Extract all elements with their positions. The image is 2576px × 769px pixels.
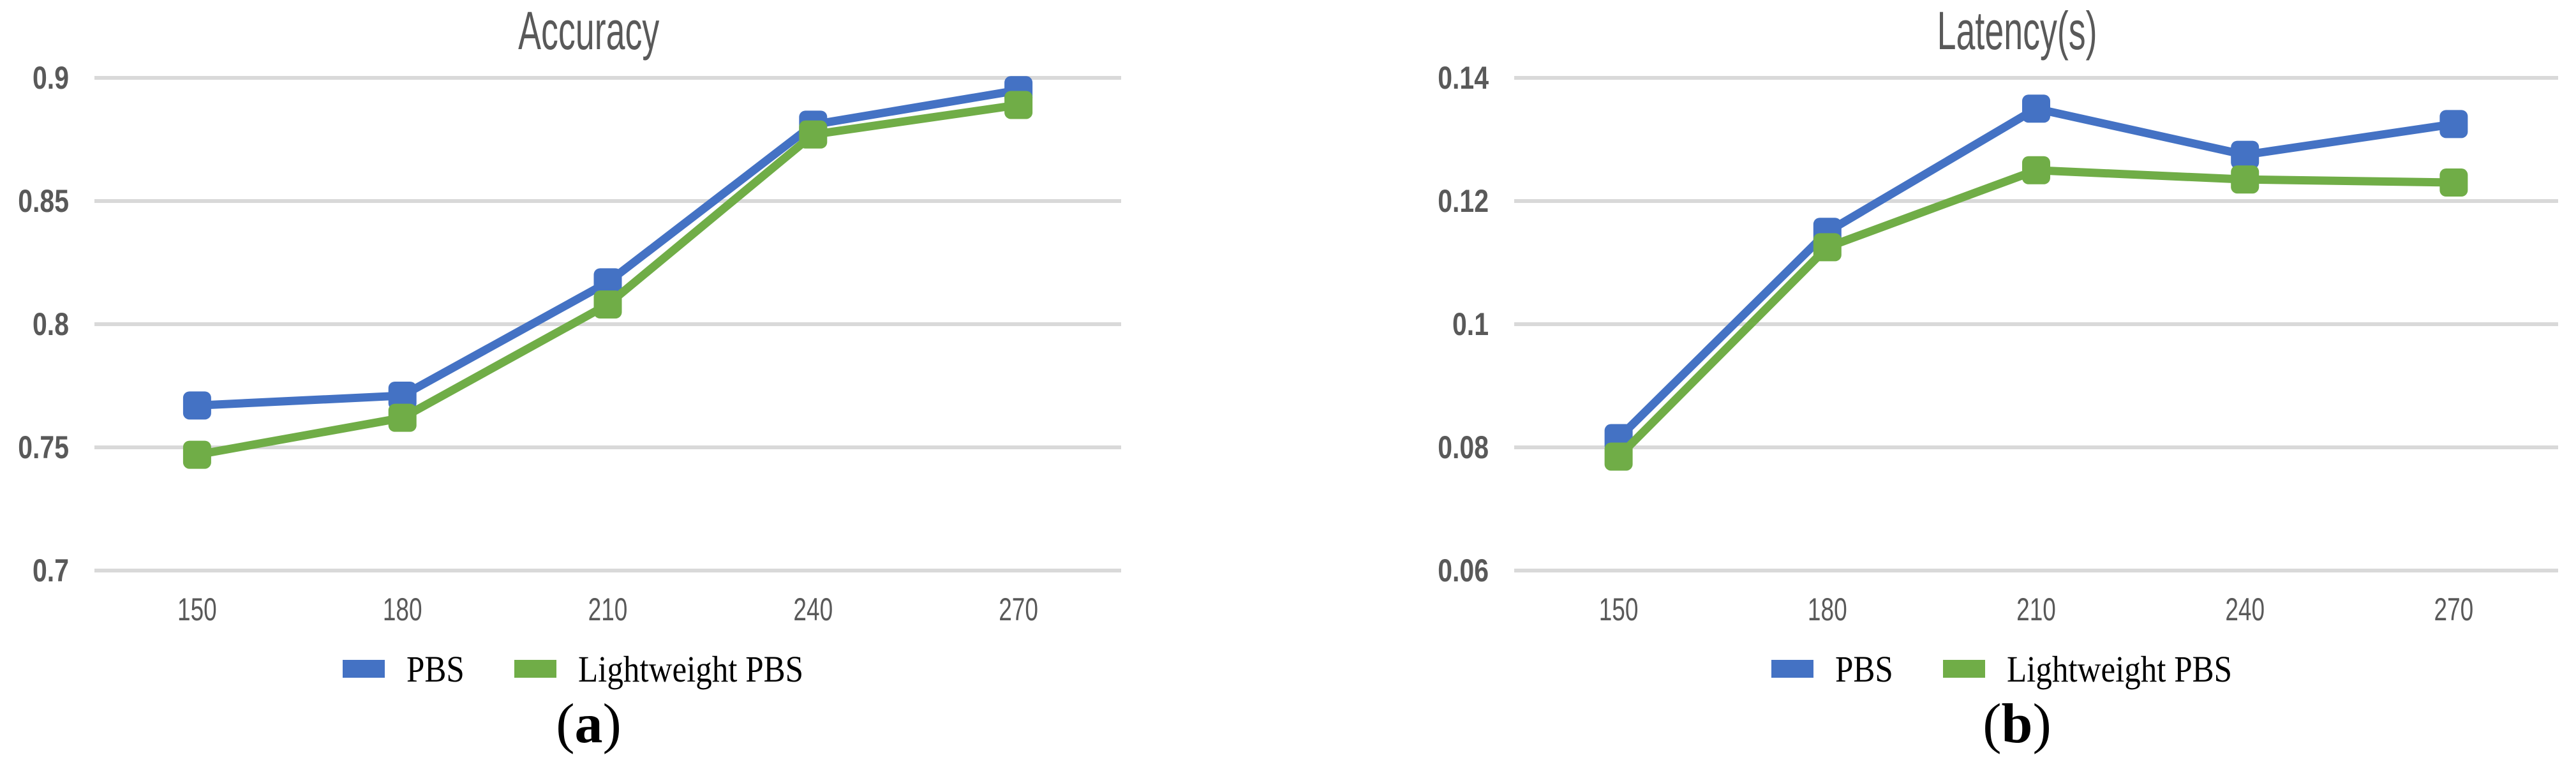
x-tick-label: 240 [793,592,833,628]
subfigure-a-caption: (a) [556,693,622,755]
lightweight-pbs-legend-label: Lightweight PBS [2006,648,2233,690]
legend-item-lightweight-pbs: Lightweight PBS [1942,648,2263,691]
marker-pbs-210 [593,268,622,297]
pbs-legend-label: PBS [406,648,465,690]
marker-lightweight-pbs-210 [2022,156,2050,184]
accuracy-chart-panel: Accuracy 0.7 0.75 0.8 0.85 0.9 150 180 210 240 27… [18,1,1121,755]
subfigure-b-caption: (b) [1983,693,2051,755]
latency-chart-title: Latency(s) [1495,1,2539,61]
y-tick-label: 0.9 [33,60,69,96]
accuracy-plot: 0.7 0.75 0.8 0.85 0.9 150 180 210 240 270 [18,60,1121,628]
x-tick-label: 180 [1808,592,1847,628]
x-tick-label: 210 [2016,592,2056,628]
marker-lightweight-pbs-180 [1813,233,1842,262]
lightweight-pbs-legend-swatch-icon [1942,660,1985,678]
marker-pbs-270 [2439,110,2468,138]
y-tick-label: 0.75 [18,429,69,465]
marker-pbs-150 [182,391,211,420]
lightweight-pbs-legend-swatch-icon [514,660,557,678]
marker-pbs-180 [388,381,417,410]
x-tick-label: 150 [177,592,217,628]
marker-lightweight-pbs-210 [593,290,622,319]
x-tick-label: 150 [1599,592,1639,628]
y-tick-label: 0.12 [1438,183,1489,219]
y-tick-label: 0.7 [33,553,69,588]
marker-lightweight-pbs-150 [182,440,211,469]
pbs-legend-label: PBS [1835,648,1893,690]
marker-lightweight-pbs-270 [1004,91,1033,119]
latency-plot: 0.06 0.08 0.1 0.12 0.14 150 180 210 240 270 [1438,60,2558,628]
x-tick-label: 270 [2434,592,2474,628]
legend-item-pbs: PBS [343,648,472,691]
marker-lightweight-pbs-240 [799,120,828,149]
x-tick-label: 210 [588,592,628,628]
marker-lightweight-pbs-270 [2439,168,2468,197]
marker-lightweight-pbs-150 [1604,442,1633,471]
y-tick-label: 0.06 [1438,553,1489,588]
lightweight-pbs-legend-label: Lightweight PBS [578,648,804,690]
marker-lightweight-pbs-180 [388,403,417,432]
y-tick-label: 0.8 [33,306,69,342]
marker-pbs-210 [2022,94,2050,123]
legend-item-pbs: PBS [1771,648,1901,691]
y-tick-label: 0.85 [18,183,69,219]
pbs-legend-swatch-icon [343,660,385,678]
y-tick-label: 0.1 [1452,306,1489,342]
latency-legend: PBS Lightweight PBS [1495,643,2539,694]
accuracy-legend: PBS Lightweight PBS [75,643,1102,694]
x-tick-label: 240 [2225,592,2265,628]
marker-lightweight-pbs-240 [2231,165,2260,194]
accuracy-chart-title-text: Accuracy [517,1,660,61]
pbs-legend-swatch-icon [1771,660,1813,678]
legend-item-lightweight-pbs: Lightweight PBS [514,648,834,691]
x-tick-label: 270 [999,592,1038,628]
x-tick-label: 180 [383,592,422,628]
accuracy-chart-title: Accuracy [75,1,1102,61]
latency-chart-panel: Latency(s) 0.06 0.08 0.1 0.12 0.14 150 180 210 2… [1288,0,2576,769]
y-tick-label: 0.14 [1438,60,1489,96]
y-tick-label: 0.08 [1438,429,1489,465]
marker-pbs-240 [2231,140,2260,169]
latency-chart-title-text: Latency(s) [1937,1,2097,61]
series-line-pbs [193,86,1023,410]
